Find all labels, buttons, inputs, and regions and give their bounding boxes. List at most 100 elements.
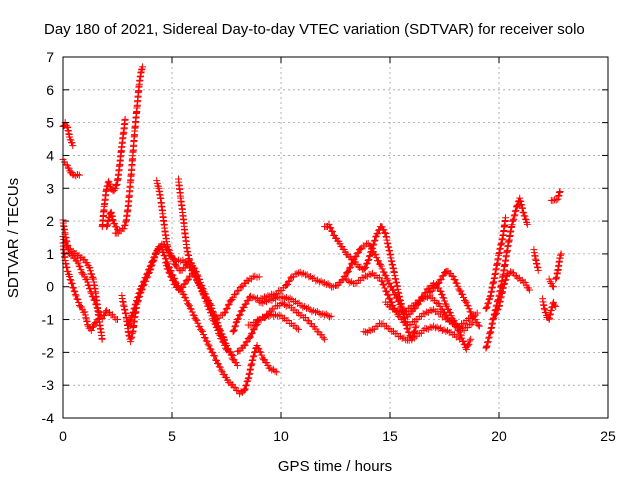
y-tick-label: 5 <box>46 115 54 131</box>
data-point <box>511 207 519 215</box>
y-tick-label: 6 <box>46 82 54 98</box>
data-point <box>379 280 387 288</box>
data-point <box>556 254 564 262</box>
data-point <box>313 307 321 315</box>
x-tick-label: 15 <box>382 428 398 444</box>
data-point <box>236 311 244 319</box>
data-point <box>324 311 332 319</box>
data-point <box>75 298 83 306</box>
data-point <box>521 212 529 220</box>
data-point <box>451 322 459 330</box>
data-point <box>195 280 203 288</box>
data-point <box>366 252 374 260</box>
data-point <box>325 220 333 228</box>
data-point <box>485 296 493 304</box>
data-point <box>249 326 257 334</box>
data-point <box>249 353 257 361</box>
data-point <box>162 255 170 263</box>
data-point <box>60 235 68 243</box>
data-point <box>255 298 263 306</box>
data-point <box>482 305 490 313</box>
data-point <box>87 326 95 334</box>
data-point <box>520 209 528 217</box>
data-point <box>315 309 323 317</box>
data-point <box>161 259 169 267</box>
data-point <box>372 251 380 259</box>
data-point <box>148 258 156 266</box>
data-point <box>510 215 518 223</box>
plot-frame <box>62 56 609 419</box>
data-point <box>453 279 461 287</box>
data-point <box>250 325 258 333</box>
data-point <box>232 290 240 298</box>
data-point <box>374 229 382 237</box>
data-point <box>438 272 446 280</box>
data-point <box>284 316 292 324</box>
data-point <box>346 279 354 287</box>
data-point <box>280 300 288 308</box>
data-point <box>466 337 474 345</box>
data-point <box>66 276 74 284</box>
data-point <box>94 316 102 324</box>
data-point <box>483 304 491 312</box>
data-point <box>74 295 82 303</box>
data-point <box>159 248 167 256</box>
data-point <box>282 281 290 289</box>
data-point <box>217 366 225 374</box>
data-point <box>430 284 438 292</box>
data-point <box>232 319 240 327</box>
data-point <box>68 280 76 288</box>
data-point <box>77 266 85 274</box>
data-point <box>88 270 96 278</box>
data-point <box>321 279 329 287</box>
data-point <box>257 348 265 356</box>
data-point <box>484 338 492 346</box>
x-tick-label: 5 <box>168 428 176 444</box>
data-point <box>75 262 83 270</box>
data-point <box>501 276 509 284</box>
data-point <box>143 270 151 278</box>
data-point <box>127 315 135 323</box>
data-point <box>126 319 134 327</box>
data-point <box>255 273 263 281</box>
data-point <box>328 227 336 235</box>
data-point <box>266 296 274 304</box>
data-point <box>554 195 562 203</box>
data-point <box>390 306 398 314</box>
data-point <box>321 335 329 343</box>
data-point <box>243 338 251 346</box>
data-point <box>293 308 301 316</box>
data-point <box>121 115 129 123</box>
data-point <box>132 300 140 308</box>
data-point <box>275 311 283 319</box>
data-point <box>220 309 228 317</box>
data-point <box>444 327 452 335</box>
data-point <box>134 293 142 301</box>
data-point <box>247 330 255 338</box>
data-point <box>268 366 276 374</box>
data-point <box>163 265 171 273</box>
data-point <box>345 267 353 275</box>
data-point <box>556 188 564 196</box>
data-point <box>230 326 238 334</box>
data-point <box>301 314 309 322</box>
data-point <box>189 265 197 273</box>
data-point <box>163 258 171 266</box>
data-point <box>240 387 248 395</box>
data-point <box>151 253 159 261</box>
data-point <box>364 256 372 264</box>
data-point <box>467 320 475 328</box>
data-point <box>250 293 258 301</box>
data-point <box>378 277 386 285</box>
x-tick-label: 20 <box>491 428 507 444</box>
data-point <box>185 256 193 264</box>
data-point <box>433 323 441 331</box>
data-point <box>113 180 121 188</box>
data-point <box>121 221 129 229</box>
data-point <box>459 291 467 299</box>
y-tick-label: 2 <box>46 213 54 229</box>
data-point <box>246 292 254 300</box>
data-point <box>136 285 144 293</box>
data-point <box>204 340 212 348</box>
data-point <box>457 325 465 333</box>
